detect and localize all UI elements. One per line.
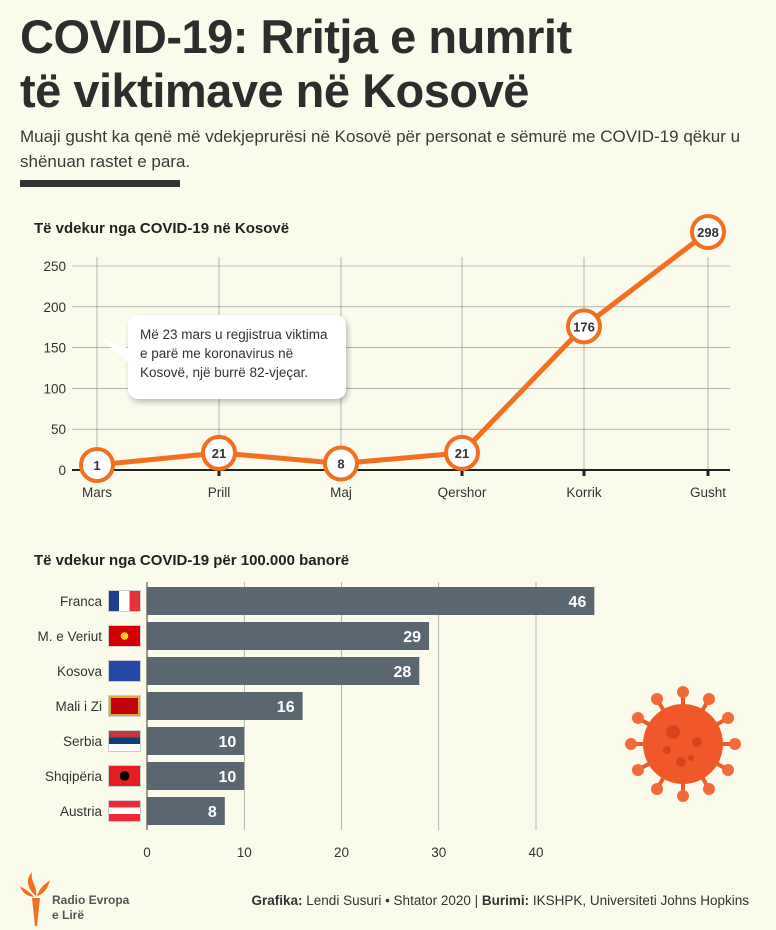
x-tick-label: 20 [334,845,349,860]
bar [147,622,430,650]
category-label: M. e Veriut [37,629,102,644]
bar-value-label: 29 [403,629,421,646]
title-line-1: COVID-19: Rritja e numrit [20,10,572,63]
bar-value-label: 10 [218,769,236,786]
category-label: Franca [60,594,103,609]
x-tick-label: 40 [528,845,543,860]
category-label: Serbia [63,734,103,749]
bar [147,657,420,685]
bar-value-label: 8 [208,804,217,821]
x-tick-label: Mars [82,485,112,500]
grafika-label: Grafika: [251,893,303,908]
bar-value-label: 46 [569,594,587,611]
category-label: Mali i Zi [56,699,103,714]
rferl-logo-icon [20,872,50,926]
flag-icon [108,800,141,822]
bar-value-label: 28 [394,664,412,681]
y-tick-label: 0 [58,463,66,478]
y-tick-label: 150 [43,341,66,356]
data-point [566,308,602,345]
x-tick-label: 0 [143,845,151,860]
x-tick-label: 10 [237,845,252,860]
data-label: 21 [212,446,226,461]
x-tick-label: Prill [208,485,231,500]
data-point [79,447,115,483]
burimi-label: Burimi: [481,893,530,908]
grafika-value: Lendi Susuri • Shtator 2020 | [306,893,479,908]
bar-value-label: 16 [277,699,295,716]
data-label: 1 [93,458,100,473]
y-tick-label: 250 [43,259,66,274]
data-label: 176 [573,319,595,334]
data-point [201,434,237,471]
bar [147,762,245,790]
logo-line-1: Radio Evropa [52,893,130,907]
logo-line-2: e Lirë [52,908,85,922]
bar-value-label: 10 [218,734,236,751]
virus-icon [625,686,741,802]
bar [147,727,245,755]
flag-icon [108,695,141,717]
title-line-2: të viktimave në Kosovë [20,64,529,117]
logo-text: Radio Evropa e Lirë [52,893,129,923]
flag-icon [108,765,141,787]
x-tick-label: Maj [330,485,352,500]
bar [147,797,225,825]
page-title: COVID-19: Rritja e numrit të viktimave n… [20,10,572,118]
flag-icon [108,590,141,612]
x-tick-label: Gusht [690,485,726,500]
data-line [96,230,710,468]
y-tick-label: 100 [43,381,66,396]
y-tick-label: 200 [43,300,66,315]
annotation-callout: Më 23 mars u regjistrua viktima e parë m… [128,315,346,399]
data-label: 8 [337,456,344,471]
category-label: Kosova [57,664,103,679]
category-label: Shqipëria [45,769,103,784]
bar [147,692,303,720]
y-tick-label: 50 [51,422,66,437]
data-label: 298 [697,225,719,240]
flag-icon [108,660,141,682]
data-point [444,434,480,471]
bar [147,587,595,615]
bar-chart-title: Të vdekur nga COVID-19 për 100.000 banor… [34,552,350,569]
burimi-value: IKSHPK, Universiteti Johns Hopkins [532,893,749,908]
flag-icon [108,625,141,647]
category-label: Austria [60,804,103,819]
x-tick-label: Korrik [566,485,602,500]
data-label: 21 [455,446,469,461]
x-tick-label: Qershor [438,485,487,500]
x-tick-label: 30 [431,845,446,860]
credits: Grafika: Lendi Susuri • Shtator 2020 | B… [251,893,749,908]
divider [20,180,180,187]
flag-icon [108,730,141,752]
data-point [690,214,726,250]
data-point [323,445,359,482]
line-chart-title: Të vdekur nga COVID-19 në Kosovë [34,220,290,237]
subtitle: Muaji gusht ka qenë më vdekjeprurësi në … [20,127,741,171]
